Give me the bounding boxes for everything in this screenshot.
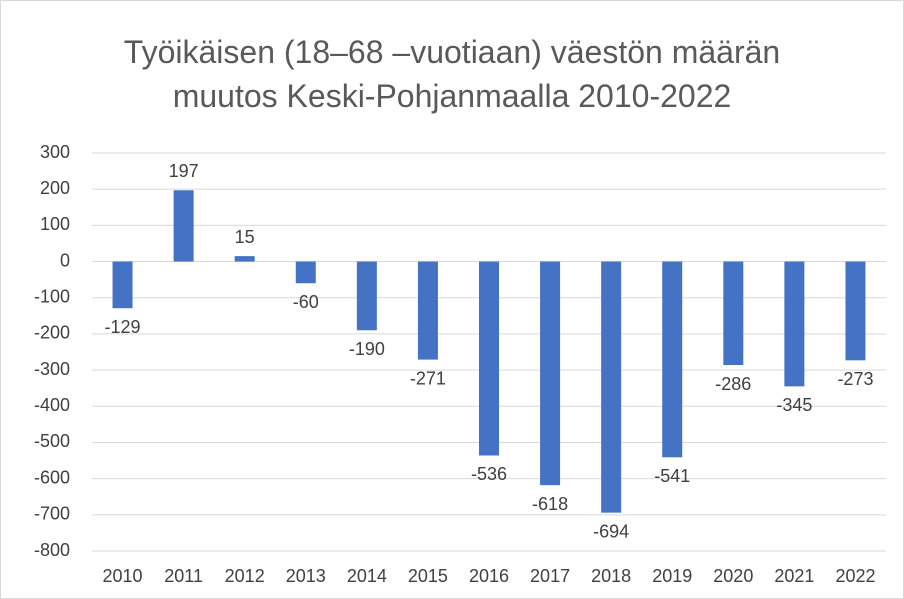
x-tick-label: 2016 — [469, 566, 509, 586]
y-tick-label: -600 — [34, 467, 70, 487]
data-label: -541 — [654, 466, 690, 486]
x-tick-label: 2022 — [835, 566, 875, 586]
x-tick-label: 2014 — [347, 566, 387, 586]
x-tick-label: 2017 — [530, 566, 570, 586]
data-label: -273 — [837, 369, 873, 389]
y-tick-label: 100 — [40, 214, 70, 234]
bar — [112, 261, 133, 309]
bar — [295, 261, 316, 284]
y-tick-label: -200 — [34, 323, 70, 343]
data-label: -60 — [293, 292, 319, 312]
y-tick-label: -300 — [34, 359, 70, 379]
x-tick-label: 2021 — [774, 566, 814, 586]
bar — [845, 261, 866, 361]
x-tick-label: 2011 — [164, 566, 203, 586]
y-tick-label: 200 — [40, 178, 70, 198]
data-label: -271 — [410, 368, 446, 388]
data-label: -618 — [532, 494, 568, 514]
data-label: -190 — [349, 339, 385, 359]
x-tick-label: 2012 — [225, 566, 265, 586]
y-tick-label: -800 — [34, 540, 70, 560]
y-tick-label: -400 — [34, 395, 70, 415]
bar — [356, 261, 377, 331]
bar — [723, 261, 744, 366]
bar — [662, 261, 683, 458]
bar — [234, 256, 255, 262]
x-tick-label: 2015 — [408, 566, 448, 586]
x-tick-label: 2020 — [713, 566, 753, 586]
y-tick-label: 0 — [60, 250, 70, 270]
y-tick-label: -100 — [34, 286, 70, 306]
data-label: -536 — [471, 464, 507, 484]
bar — [173, 190, 194, 262]
data-label: -345 — [776, 395, 812, 415]
x-tick-label: 2010 — [103, 566, 143, 586]
data-label: 15 — [235, 227, 255, 247]
bar — [784, 261, 805, 387]
chart-title: Työikäisen (18–68 –vuotiaan) väestön mää… — [123, 34, 781, 114]
bar — [479, 261, 499, 456]
bar — [540, 261, 561, 486]
y-tick-label: -700 — [34, 504, 70, 524]
data-label: -286 — [715, 374, 751, 394]
x-tick-label: 2018 — [591, 566, 631, 586]
x-tick-label: 2019 — [652, 566, 692, 586]
data-label: -694 — [593, 521, 629, 541]
x-tick-label: 2013 — [286, 566, 326, 586]
y-tick-label: -500 — [34, 431, 70, 451]
data-label: -129 — [105, 317, 141, 337]
data-label: 197 — [169, 161, 199, 181]
bar — [417, 261, 438, 360]
y-tick-label: 300 — [40, 142, 70, 162]
bar — [601, 261, 622, 513]
